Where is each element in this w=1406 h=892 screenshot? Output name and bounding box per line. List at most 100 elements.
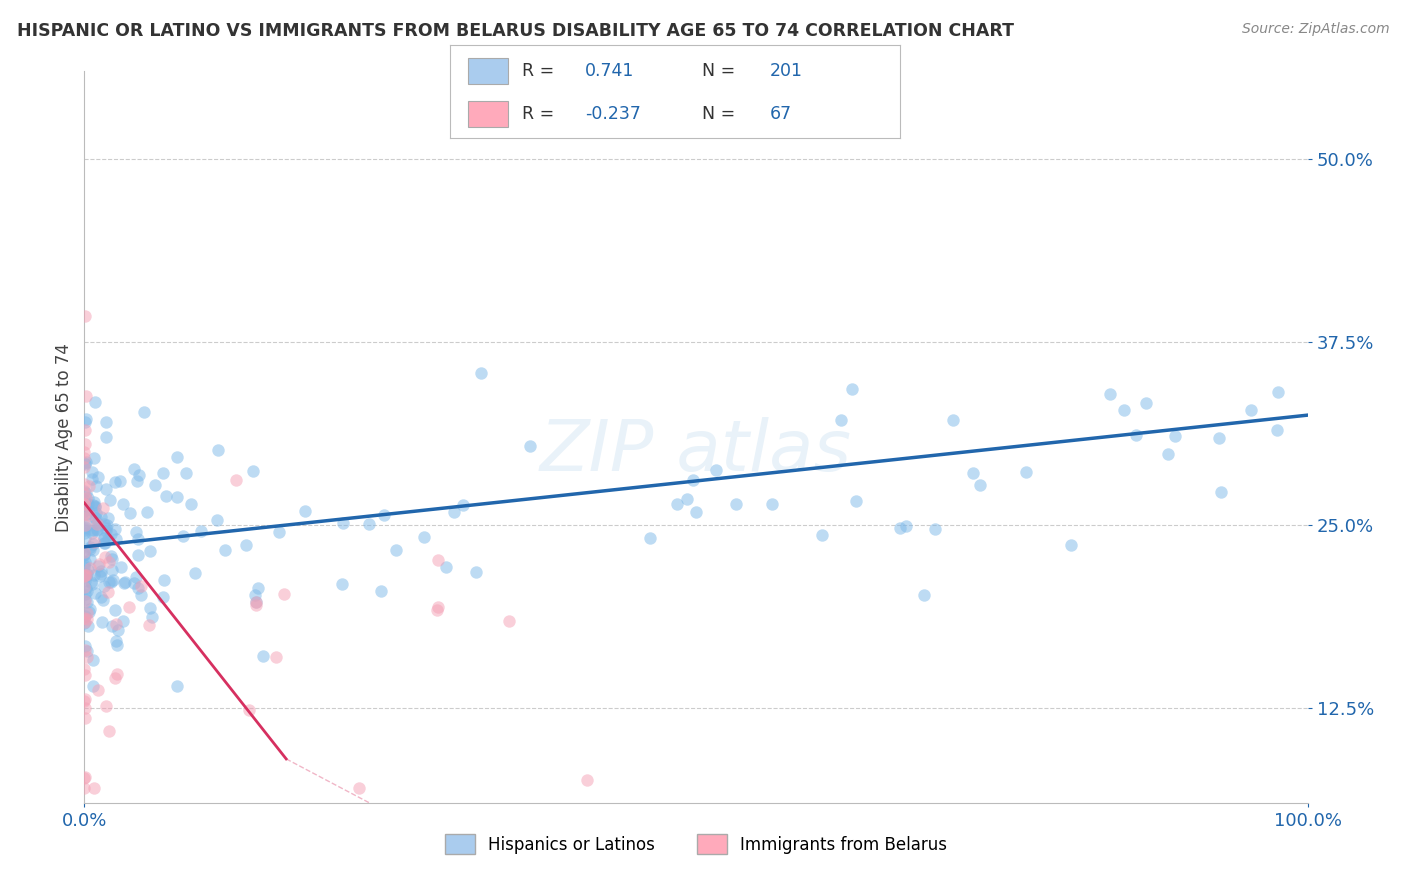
Point [269, 524, 291, 539]
Point [725, 497, 748, 511]
Point [1015, 465, 1038, 479]
Point [83, 534, 105, 549]
Point [75, 711, 97, 725]
Point [76, 486, 98, 500]
Point [86, 523, 108, 537]
Point [166, 450, 188, 464]
Point [76, 503, 98, 517]
Point [86, 511, 108, 525]
Point [152, 467, 174, 481]
Point [73, 483, 96, 498]
Point [93, 579, 115, 593]
Point [73, 615, 96, 630]
Text: N =: N = [702, 62, 741, 79]
Point [73, 781, 96, 796]
Point [100, 575, 122, 590]
Text: Source: ZipAtlas.com: Source: ZipAtlas.com [1241, 22, 1389, 37]
Point [93, 531, 115, 545]
Point [294, 504, 316, 518]
Point [80, 526, 103, 541]
Point [273, 586, 295, 600]
Text: 0.741: 0.741 [585, 62, 634, 79]
Point [75, 388, 97, 402]
Point [225, 473, 247, 487]
Point [73, 457, 96, 471]
Point [118, 506, 141, 520]
Point [73, 544, 96, 558]
Point [73, 662, 96, 676]
Point [470, 366, 492, 380]
Point [830, 413, 852, 427]
Point [136, 505, 159, 519]
Point [245, 598, 267, 612]
Point [1060, 538, 1083, 552]
Point [79, 561, 101, 575]
Point [73, 592, 96, 607]
Point [498, 614, 520, 628]
Point [75, 582, 97, 596]
Point [152, 590, 174, 604]
Point [704, 463, 727, 477]
Point [73, 523, 96, 537]
Point [93, 516, 115, 531]
Point [105, 667, 128, 681]
Point [75, 568, 97, 582]
Point [86, 469, 108, 483]
Text: -0.237: -0.237 [585, 105, 641, 123]
Point [82, 472, 104, 486]
Point [172, 529, 194, 543]
Point [84, 500, 107, 515]
Point [73, 694, 96, 708]
Point [97, 724, 120, 739]
Point [155, 489, 177, 503]
Point [89, 558, 111, 572]
Point [83, 494, 105, 508]
Point [101, 552, 124, 566]
Point [1135, 396, 1157, 410]
Point [245, 595, 267, 609]
Point [844, 493, 866, 508]
Point [139, 601, 162, 615]
Point [100, 549, 122, 564]
Point [73, 493, 96, 508]
Point [426, 603, 449, 617]
Point [207, 443, 229, 458]
Point [76, 644, 98, 658]
Point [77, 508, 100, 522]
Point [75, 569, 97, 583]
Point [73, 504, 96, 518]
Point [97, 511, 120, 525]
Point [125, 524, 148, 539]
Point [73, 445, 96, 459]
Point [73, 459, 96, 474]
Point [73, 515, 96, 529]
Point [97, 532, 120, 546]
Point [84, 500, 107, 514]
Point [73, 609, 96, 624]
Point [100, 526, 122, 541]
Text: ZIP atlas: ZIP atlas [540, 417, 852, 486]
Point [80, 577, 103, 591]
Point [83, 450, 105, 465]
Point [245, 588, 267, 602]
Point [73, 700, 96, 714]
Point [73, 497, 96, 511]
Point [73, 567, 96, 582]
FancyBboxPatch shape [468, 101, 509, 127]
Point [93, 531, 115, 545]
Point [97, 555, 120, 569]
Point [576, 772, 599, 787]
Point [912, 588, 935, 602]
Point [76, 650, 98, 665]
Point [114, 575, 136, 590]
Point [412, 530, 434, 544]
Point [76, 612, 98, 626]
Point [89, 569, 111, 583]
Point [73, 477, 96, 491]
Point [242, 465, 264, 479]
Point [94, 550, 117, 565]
Point [82, 523, 104, 537]
Point [111, 614, 134, 628]
Point [841, 382, 863, 396]
Point [127, 582, 149, 596]
